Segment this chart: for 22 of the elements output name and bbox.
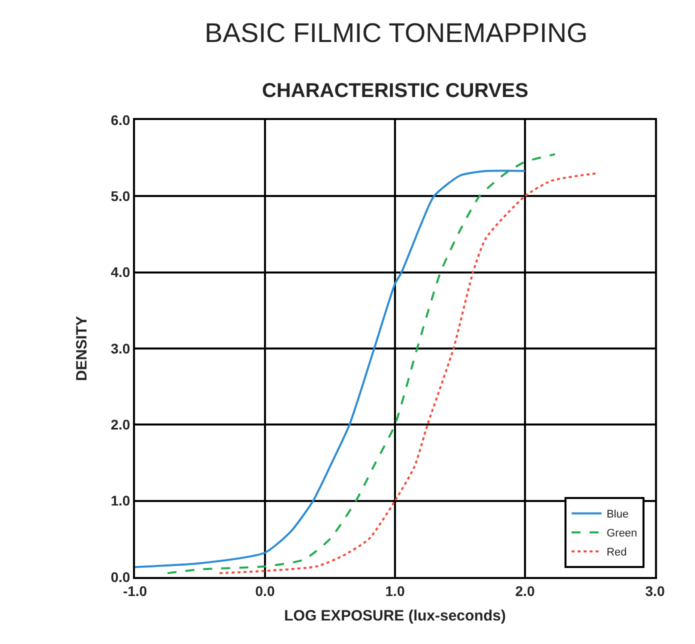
x-tick-label: -1.0 <box>122 582 148 599</box>
y-tick-label: 6.0 <box>110 112 130 128</box>
legend-label: Green <box>606 528 638 540</box>
y-tick-label: 2.0 <box>110 416 130 433</box>
x-tick-label: 1.0 <box>385 582 405 599</box>
x-tick-label: 2.0 <box>515 582 535 599</box>
chart-title: BASIC FILMIC TONEMAPPING <box>204 18 588 48</box>
y-tick-label: 0.0 <box>110 568 130 585</box>
y-tick-label: 3.0 <box>110 340 130 356</box>
y-tick-label: 1.0 <box>110 492 130 509</box>
legend-label: Red <box>606 546 627 559</box>
line-series <box>218 172 598 574</box>
chart-subtitle: CHARACTERISTIC CURVES <box>262 80 528 102</box>
line-series <box>135 170 526 568</box>
legend-label: Blue <box>606 508 629 521</box>
y-axis-title: DENSITY <box>73 316 90 382</box>
y-tick-label: 5.0 <box>110 188 130 204</box>
y-tick-label: 4.0 <box>110 264 130 280</box>
x-tick-label: 0.0 <box>255 582 275 599</box>
line-series <box>166 153 556 574</box>
x-tick-label: 3.0 <box>645 582 665 599</box>
x-axis-title: LOG EXPOSURE (lux-seconds) <box>284 607 506 624</box>
